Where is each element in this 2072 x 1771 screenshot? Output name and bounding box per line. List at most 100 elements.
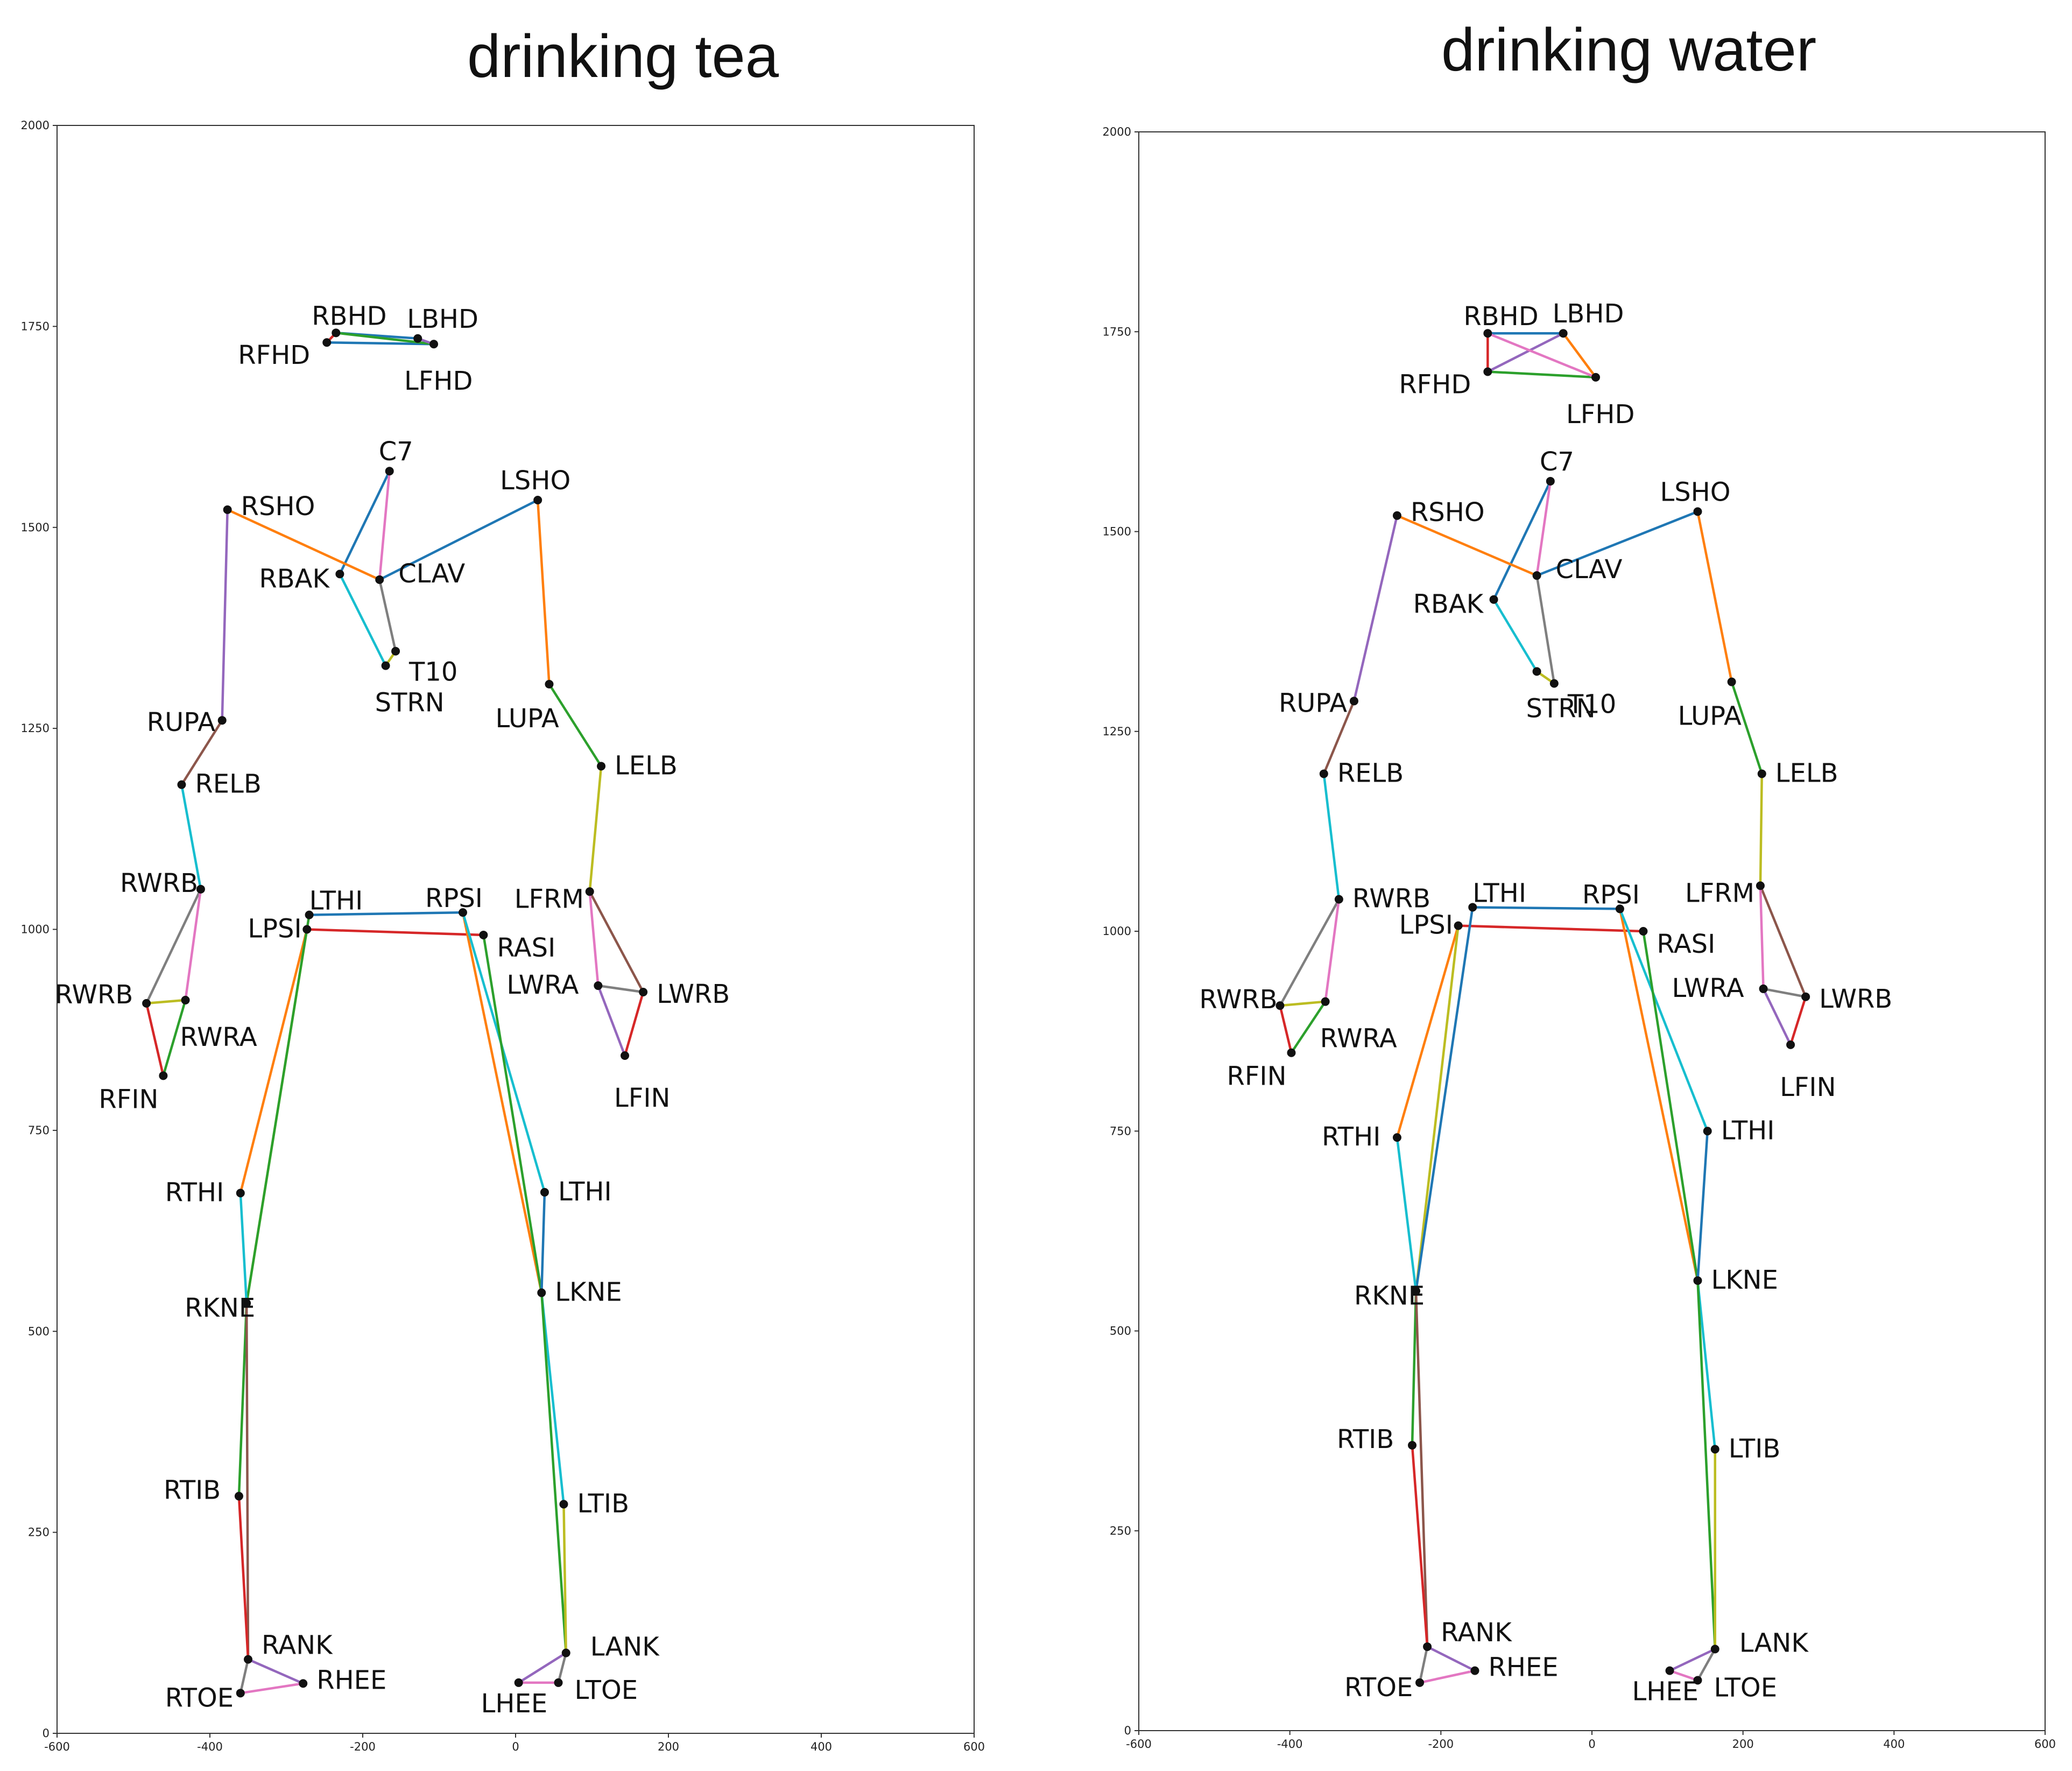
marker-point-lfrm [1756,881,1765,890]
x-tick-label: 200 [1732,1738,1754,1751]
skeleton-segment [1418,1645,1429,1684]
marker-point-lbhd [413,334,422,343]
skeleton-segment [1535,574,1556,685]
skeleton-segment [1279,898,1341,1007]
skeleton-segment [1759,884,1765,990]
marker-label-rtoe: RTOE [1344,1672,1413,1703]
marker-point-lupa [1727,677,1736,686]
chart-title-drinking-tea: drinking tea [467,23,779,90]
marker-label-lwra: LWRA [1672,973,1744,1003]
y-tick-label: 1500 [21,521,50,534]
chart-title-drinking-water: drinking water [1441,16,1817,83]
marker-label-rbhd: RBHD [312,301,386,331]
marker-label-lthi: LTHI [558,1177,612,1207]
marker-point-rwrb [142,999,151,1008]
marker-label-ltib: LTIB [1729,1433,1781,1464]
x-tick-label: -600 [44,1740,70,1753]
marker-point-lbhd [1559,329,1568,338]
skeleton-segment [1486,332,1564,373]
marker-label-rkne: RKNE [185,1293,255,1323]
marker-label-rthi: RTHI [1322,1122,1380,1152]
marker-label-clav: CLAV [1556,554,1623,585]
skeleton-segment [1411,1290,1418,1447]
marker-label-strn: STRN [375,688,445,718]
marker-label-rtib: RTIB [1337,1424,1394,1454]
marker-point-c7 [385,467,394,476]
marker-label-rupa: RUPA [1279,688,1347,718]
marker-label-rwra: RWRA [180,1022,257,1052]
marker-label-rfhd: RFHD [238,340,310,370]
marker-point-lfhd [1591,373,1601,382]
marker-point-rwrb [1275,1001,1285,1010]
marker-point-lwra [1759,984,1768,993]
marker-label-rwra: RWRA [1320,1024,1397,1054]
y-tick-label: 1500 [1103,525,1131,538]
marker-point-rfhd [322,338,332,347]
marker-point-relb [1319,769,1328,778]
marker-point-rsho [1392,511,1401,520]
skeleton-segment [239,1192,248,1305]
y-tick-label: 1250 [1103,725,1131,738]
marker-point-lelb [1757,769,1766,778]
x-tick-label: -200 [350,1740,376,1753]
marker-point-rank [244,1655,252,1664]
skeleton-segment [536,498,551,686]
marker-label-rhee: RHEE [316,1665,386,1695]
y-tick-label: 1750 [1103,325,1131,338]
skeleton-segment [517,1651,567,1684]
marker-point-rupa [1349,697,1358,706]
marker-label-relb: RELB [1337,758,1404,788]
marker-label-lelb: LELB [1775,758,1838,788]
skeleton-segment [1789,995,1807,1046]
marker-point-rwrb [1334,895,1343,904]
skeleton-segment [237,1495,250,1661]
marker-label-lupa: LUPA [495,704,559,734]
marker-point-rwra [1321,997,1330,1006]
marker-point-rbak [1489,595,1498,604]
skeleton-segment [162,999,187,1077]
marker-label-lpsi: LPSI [248,914,301,944]
skeleton-segment [1696,1279,1716,1650]
marker-label-lwrb: LWRB [657,979,730,1009]
marker-point-lfhd [429,340,439,349]
marker-point-rtib [234,1492,243,1501]
marker-label-lhee: LHEE [1632,1677,1699,1707]
marker-point-lupa [545,679,554,688]
marker-point-rpsi [459,908,468,917]
marker-point-rbhd [1483,329,1492,338]
skeleton-segment [145,888,202,1005]
marker-point-rfin [1287,1048,1296,1057]
marker-point-rasi [1639,927,1648,936]
skeleton-segment [1279,1000,1327,1007]
marker-label-rwrb: RWRB [1199,985,1277,1015]
marker-point-lfin [621,1051,630,1060]
skeleton-segment [461,911,543,1294]
skeleton-segment [378,469,391,581]
marker-point-lfin [1786,1040,1795,1049]
marker-label-rbak: RBAK [259,564,330,594]
marker-label-lfhd: LFHD [404,366,473,396]
x-tick-label: 600 [2034,1738,2056,1751]
marker-label-rupa: RUPA [147,707,215,737]
marker-label-lsho: LSHO [1660,477,1730,507]
x-tick-label: -400 [197,1740,223,1753]
y-tick-label: 0 [1124,1724,1131,1737]
skeleton-segment [308,911,464,916]
skeleton-segment [180,783,202,891]
marker-point-t10 [1549,679,1559,688]
x-tick-label: 600 [963,1740,985,1753]
y-tick-label: 750 [28,1124,50,1137]
marker-label-rkne: RKNE [1354,1281,1425,1311]
marker-label-lfrm: LFRM [515,884,584,914]
marker-label-c7: C7 [1540,447,1574,477]
skeleton-segment [1418,1669,1476,1684]
marker-point-rsho [223,505,232,514]
marker-label-t10: T10 [1567,690,1616,720]
marker-point-rtib [1408,1440,1417,1450]
marker-label-c7: C7 [379,437,413,467]
marker-label-lkne: LKNE [1711,1265,1778,1295]
skeleton-segment [1414,1290,1429,1648]
skeleton-segment [237,1302,248,1498]
marker-label-ltib: LTIB [577,1488,629,1519]
